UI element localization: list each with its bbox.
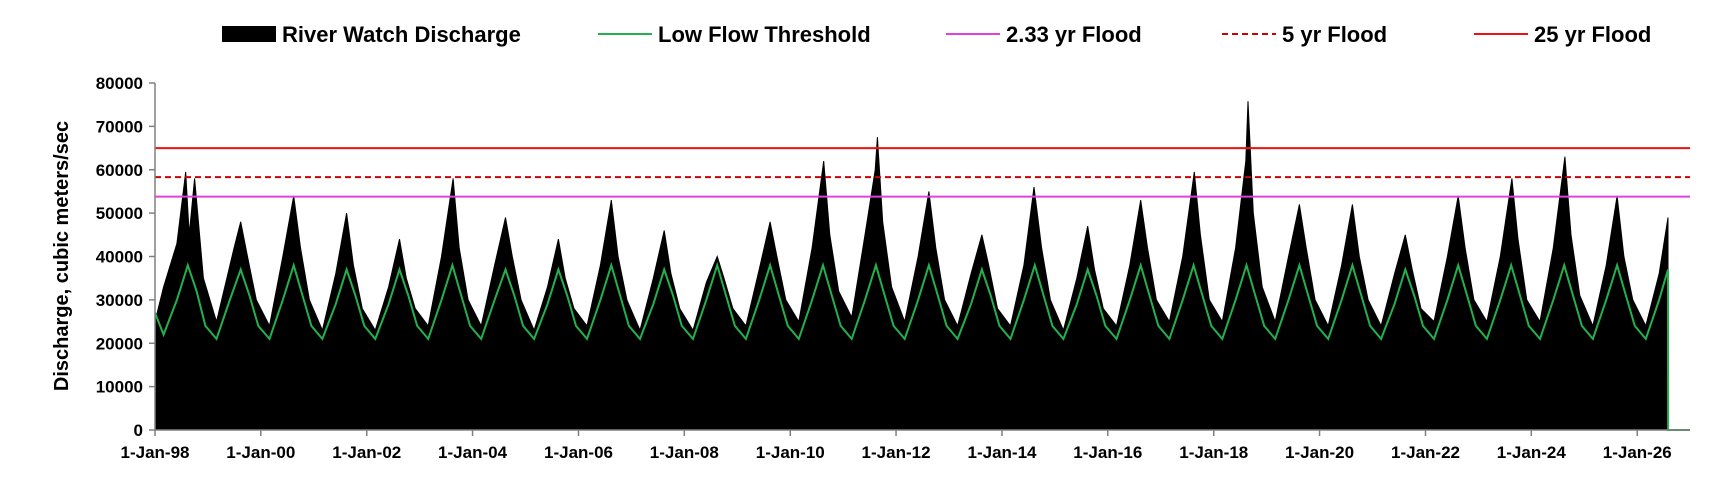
y-tick-label: 80000 bbox=[96, 74, 143, 93]
legend-label: 2.33 yr Flood bbox=[1006, 22, 1142, 47]
y-axis-title: Discharge, cubic meters/sec bbox=[51, 121, 73, 391]
y-ticks: 0 10000 20000 30000 40000 50000 60000 70000 8000… bbox=[96, 74, 155, 440]
y-tick-label: 60000 bbox=[96, 161, 143, 180]
x-tick-label: 1-Jan-06 bbox=[544, 443, 613, 462]
x-tick-label: 1-Jan-08 bbox=[650, 443, 719, 462]
legend-label: River Watch Discharge bbox=[282, 22, 521, 47]
legend-item-2-33-yr-flood: 2.33 yr Flood bbox=[946, 22, 1142, 47]
legend-item-5-yr-flood: 5 yr Flood bbox=[1222, 22, 1387, 47]
legend-swatch bbox=[222, 26, 276, 42]
legend: River Watch Discharge Low Flow Threshold 2… bbox=[222, 22, 1651, 47]
x-tick-label: 1-Jan-16 bbox=[1073, 443, 1142, 462]
series-line-low-flow-threshold bbox=[154, 261, 1690, 431]
x-tick-label: 1-Jan-22 bbox=[1391, 443, 1460, 462]
x-tick-label: 1-Jan-04 bbox=[438, 443, 508, 462]
legend-label: Low Flow Threshold bbox=[658, 22, 871, 47]
y-tick-label: 0 bbox=[134, 421, 143, 440]
series-layer bbox=[154, 101, 1690, 431]
series-area-river-watch-discharge bbox=[154, 101, 1669, 431]
x-tick-label: 1-Jan-10 bbox=[756, 443, 825, 462]
x-tick-label: 1-Jan-14 bbox=[968, 443, 1038, 462]
y-tick-label: 40000 bbox=[96, 248, 143, 267]
x-ticks: 1-Jan-98 1-Jan-00 1-Jan-02 1-Jan-04 1-Jan-06… bbox=[121, 430, 1672, 462]
legend-item-river-watch-discharge: River Watch Discharge bbox=[222, 22, 521, 47]
x-tick-label: 1-Jan-18 bbox=[1179, 443, 1248, 462]
x-tick-label: 1-Jan-20 bbox=[1285, 443, 1354, 462]
legend-label: 25 yr Flood bbox=[1534, 22, 1651, 47]
x-tick-label: 1-Jan-12 bbox=[862, 443, 931, 462]
x-tick-label: 1-Jan-98 bbox=[121, 443, 190, 462]
x-tick-label: 1-Jan-24 bbox=[1497, 443, 1567, 462]
y-tick-label: 10000 bbox=[96, 378, 143, 397]
threshold-layer bbox=[155, 147, 1690, 198]
x-tick-label: 1-Jan-02 bbox=[332, 443, 401, 462]
y-tick-label: 20000 bbox=[96, 334, 143, 353]
x-tick-label: 1-Jan-26 bbox=[1603, 443, 1672, 462]
y-tick-label: 70000 bbox=[96, 117, 143, 136]
y-tick-label: 50000 bbox=[96, 204, 143, 223]
y-tick-label: 30000 bbox=[96, 291, 143, 310]
legend-item-low-flow-threshold: Low Flow Threshold bbox=[598, 22, 871, 47]
x-tick-label: 1-Jan-00 bbox=[226, 443, 295, 462]
legend-item-25-yr-flood: 25 yr Flood bbox=[1474, 22, 1651, 47]
legend-label: 5 yr Flood bbox=[1282, 22, 1387, 47]
